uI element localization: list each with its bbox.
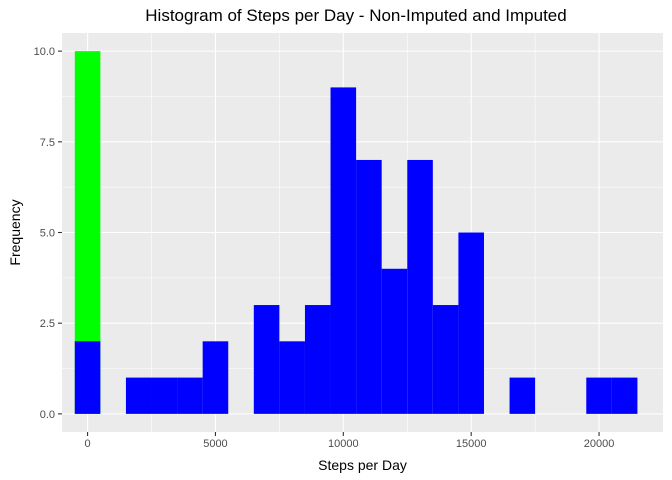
x-tick-label: 15000	[456, 438, 487, 450]
histogram-bar	[125, 377, 152, 414]
histogram-bar	[151, 377, 178, 414]
histogram-bar	[330, 87, 357, 414]
histogram-bar	[381, 268, 408, 414]
histogram-bar	[74, 341, 101, 414]
x-axis-title: Steps per Day	[318, 457, 407, 473]
x-axis: 0 5000 10000 15000 20000	[85, 432, 615, 450]
x-tick-label: 20000	[584, 438, 615, 450]
histogram-bar	[304, 305, 331, 414]
chart-title: Histogram of Steps per Day - Non-Imputed…	[145, 6, 567, 25]
y-axis-title: Frequency	[7, 199, 23, 265]
x-tick-label: 5000	[203, 438, 227, 450]
histogram-bar	[458, 232, 484, 414]
histogram-bar	[586, 377, 612, 414]
histogram-bar	[253, 305, 280, 414]
y-tick-label: 5.0	[40, 228, 55, 240]
y-tick-label: 10.0	[34, 46, 55, 58]
x-tick-label: 0	[85, 438, 91, 450]
y-tick-label: 2.5	[40, 318, 55, 330]
histogram-bar	[509, 377, 536, 414]
histogram-bar	[611, 377, 638, 414]
histogram-bar	[177, 377, 203, 414]
histogram-bars	[74, 51, 638, 414]
histogram-bar	[279, 341, 305, 414]
histogram-bar	[432, 305, 459, 414]
histogram-bar	[356, 159, 382, 414]
y-tick-label: 7.5	[40, 137, 55, 149]
y-axis: 0.0 2.5 5.0 7.5 10.0	[34, 46, 62, 421]
histogram-bar	[202, 341, 229, 414]
histogram-bar	[407, 159, 433, 414]
x-tick-label: 10000	[328, 438, 359, 450]
y-tick-label: 0.0	[40, 409, 55, 421]
